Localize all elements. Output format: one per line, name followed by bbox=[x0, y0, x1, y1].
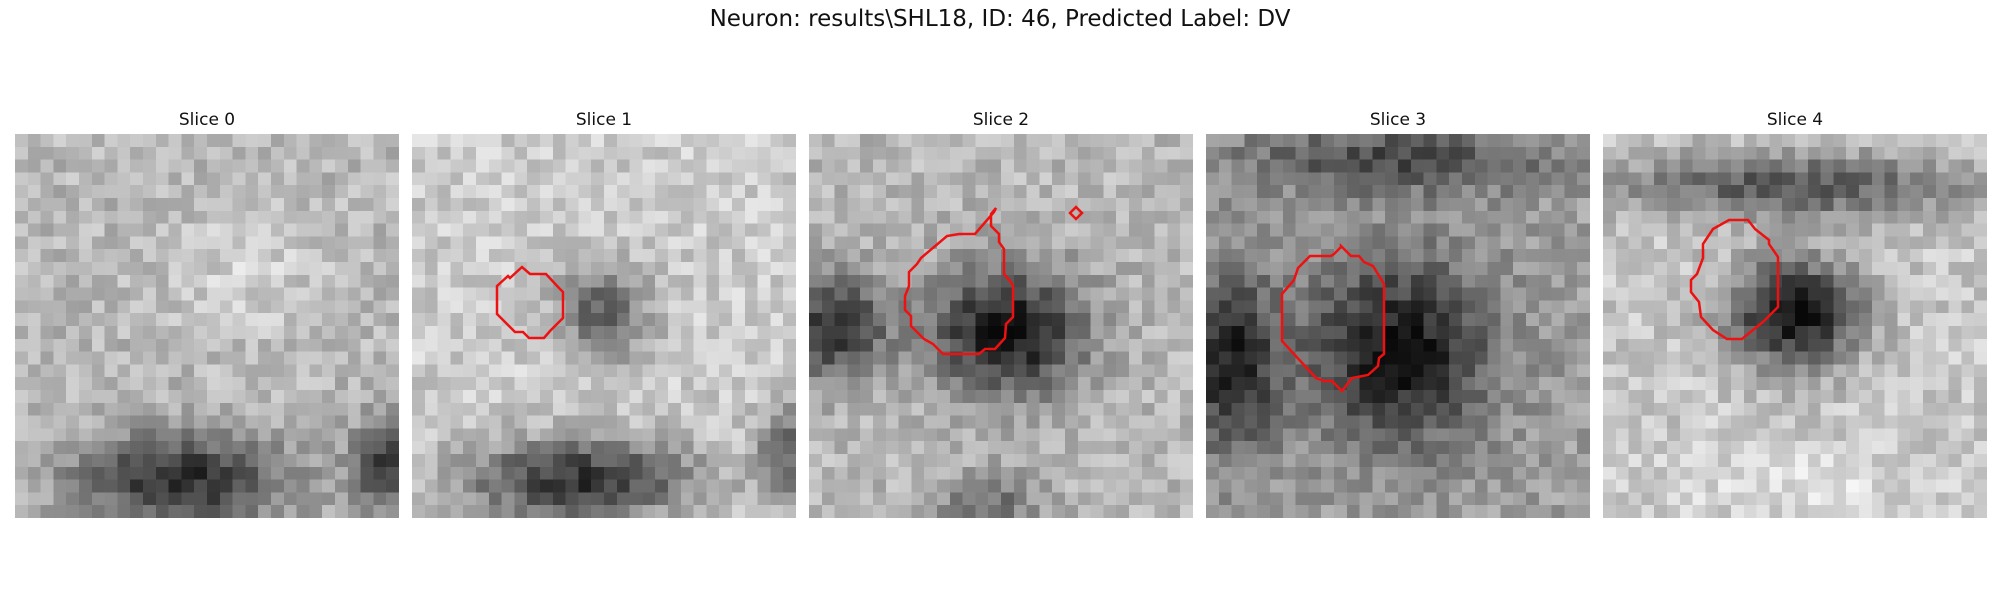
slice-title-0: Slice 0 bbox=[15, 108, 399, 132]
slice-title-4: Slice 4 bbox=[1603, 108, 1987, 132]
slice-panel-0: Slice 0 bbox=[15, 108, 399, 518]
figure-title: Neuron: results\SHL18, ID: 46, Predicted… bbox=[0, 6, 2000, 32]
slice-image-4 bbox=[1603, 134, 1987, 518]
slice-title-1: Slice 1 bbox=[412, 108, 796, 132]
slice-image-0 bbox=[15, 134, 399, 518]
slice-title-2: Slice 2 bbox=[809, 108, 1193, 132]
slice-panel-2: Slice 2 bbox=[809, 108, 1193, 518]
slice-panel-3: Slice 3 bbox=[1206, 108, 1590, 518]
slice-panel-4: Slice 4 bbox=[1603, 108, 1987, 518]
slice-image-2 bbox=[809, 134, 1193, 518]
slice-image-3 bbox=[1206, 134, 1590, 518]
slice-panel-1: Slice 1 bbox=[412, 108, 796, 518]
slice-image-1 bbox=[412, 134, 796, 518]
slice-title-3: Slice 3 bbox=[1206, 108, 1590, 132]
